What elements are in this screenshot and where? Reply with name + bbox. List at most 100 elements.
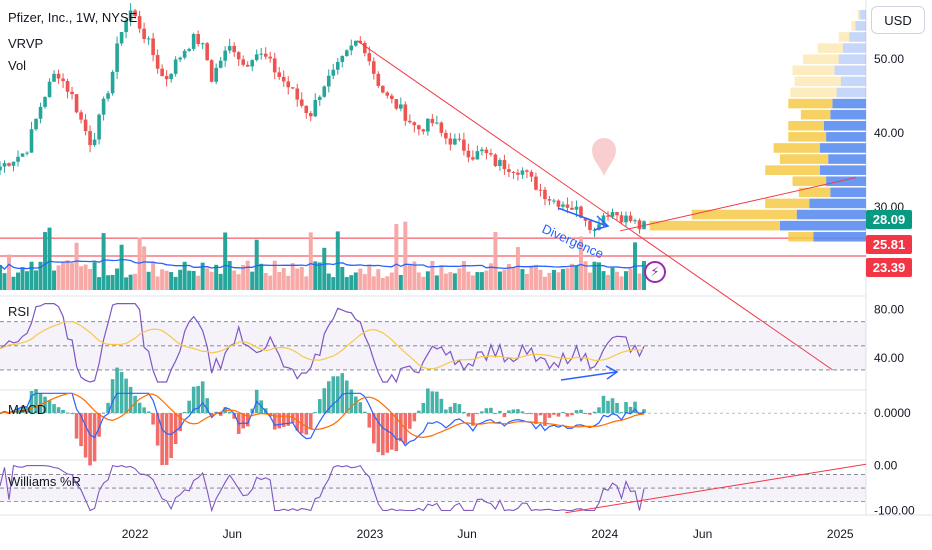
- macd-histogram-bar: [209, 413, 214, 417]
- macd-histogram-bar: [187, 400, 191, 414]
- volume-bar: [277, 271, 282, 290]
- volume-bar: [308, 232, 313, 290]
- volume-bar: [601, 271, 606, 290]
- volume-profile-down-bar: [851, 21, 856, 31]
- volume-bar: [155, 276, 160, 290]
- candle-body: [218, 60, 223, 68]
- volume-bar: [407, 264, 412, 290]
- currency-button[interactable]: USD: [871, 6, 925, 34]
- volume-bar: [92, 262, 97, 290]
- volume-profile-up-bar: [834, 65, 866, 76]
- macd-histogram-bar: [579, 409, 583, 414]
- candle-body: [475, 151, 480, 160]
- candle-body: [529, 171, 534, 177]
- volume-profile-up-bar: [830, 109, 866, 120]
- indicator-vrvp-label[interactable]: VRVP: [8, 36, 44, 51]
- macd-histogram-bar: [543, 413, 547, 426]
- volume-bar: [380, 277, 385, 290]
- candle-body: [169, 73, 173, 80]
- divergence-annotation-text: Divergence: [540, 221, 606, 261]
- candle-body: [317, 96, 322, 100]
- macd-histogram-bar: [106, 402, 110, 414]
- volume-profile-up-bar: [832, 98, 866, 109]
- volume-bar: [115, 268, 120, 290]
- candle-body: [0, 166, 2, 171]
- event-marker-icon[interactable]: [590, 136, 618, 176]
- rsi-axis-tick-label: 40.00: [874, 351, 904, 365]
- volume-bar: [200, 262, 205, 290]
- candle-body: [74, 94, 79, 113]
- volume-bar: [187, 270, 192, 290]
- volume-bar: [272, 260, 277, 290]
- candle-body: [394, 99, 399, 109]
- volume-bar: [56, 265, 61, 290]
- macd-histogram-bar: [466, 413, 471, 417]
- rsi-divergence-arrow-head: [605, 365, 619, 380]
- candle-body: [245, 64, 250, 67]
- candle-body: [534, 176, 538, 190]
- candle-body: [331, 69, 336, 76]
- macd-histogram-bar: [331, 376, 336, 414]
- candle-body: [466, 150, 471, 158]
- volume-profile-down-bar: [788, 231, 814, 242]
- candle-body: [241, 59, 246, 65]
- volume-bar: [470, 275, 475, 290]
- macd-histogram-bar: [97, 413, 101, 437]
- candle-body: [268, 56, 273, 59]
- volume-bar: [529, 265, 534, 290]
- macd-histogram-bar: [628, 406, 633, 414]
- macd-histogram-bar: [34, 389, 38, 414]
- lightning-icon[interactable]: ⚡: [644, 261, 666, 283]
- candle-body: [232, 45, 236, 53]
- rsi-divergence-arrow-line: [560, 371, 617, 381]
- macd-histogram-bar: [534, 413, 538, 425]
- candle-body: [83, 119, 88, 132]
- candle-body: [151, 38, 155, 56]
- macd-histogram-bar: [444, 409, 448, 414]
- volume-bar: [493, 231, 498, 290]
- volume-profile-up-bar: [826, 176, 866, 187]
- candle-body: [462, 139, 466, 151]
- indicator-vol-label[interactable]: Vol: [8, 58, 27, 73]
- candle-body: [480, 149, 484, 152]
- volume-bar: [398, 274, 403, 290]
- volume-bar: [182, 261, 187, 290]
- candle-body: [182, 50, 187, 58]
- macd-histogram-bar: [588, 413, 592, 415]
- volume-bar: [142, 246, 147, 290]
- macd-histogram-bar: [178, 413, 182, 432]
- volume-profile-down-bar: [792, 65, 835, 76]
- volume-profile-down-bar: [790, 87, 837, 98]
- candle-body: [290, 87, 295, 89]
- candle-body: [304, 105, 309, 114]
- macd-histogram-bar: [286, 413, 291, 426]
- macd-histogram-bar: [363, 411, 367, 414]
- candle-body: [137, 16, 142, 29]
- volume-profile-down-bar: [765, 198, 810, 209]
- macd-histogram-bar: [16, 408, 20, 414]
- macd-histogram-bar: [394, 413, 399, 452]
- volume-bar: [376, 269, 381, 290]
- macd-histogram-bar: [480, 411, 484, 414]
- macd-histogram-bar: [633, 401, 637, 414]
- volume-bar: [349, 275, 354, 290]
- macd-histogram-bar: [376, 413, 381, 453]
- price-axis-tick-label: 40.00: [874, 126, 904, 140]
- macd-histogram-bar: [597, 407, 601, 414]
- volume-bar: [326, 273, 331, 290]
- price-axis-tick-label: 50.00: [874, 52, 904, 66]
- rsi-pane-label: RSI: [8, 304, 30, 319]
- macd-histogram-bar: [606, 400, 610, 414]
- macd-pane-label: MACD: [8, 402, 46, 417]
- candle-body: [56, 73, 61, 79]
- macd-histogram-bar: [110, 379, 115, 414]
- macd-histogram-bar: [218, 413, 223, 416]
- divergence-arrow-line: [557, 207, 608, 227]
- volume-profile-down-bar: [803, 54, 839, 64]
- candle-body: [196, 34, 200, 45]
- time-axis-tick-label: 2024: [591, 527, 618, 541]
- macd-histogram-bar: [115, 367, 119, 414]
- volume-bar: [389, 272, 394, 290]
- candle-body: [187, 48, 191, 51]
